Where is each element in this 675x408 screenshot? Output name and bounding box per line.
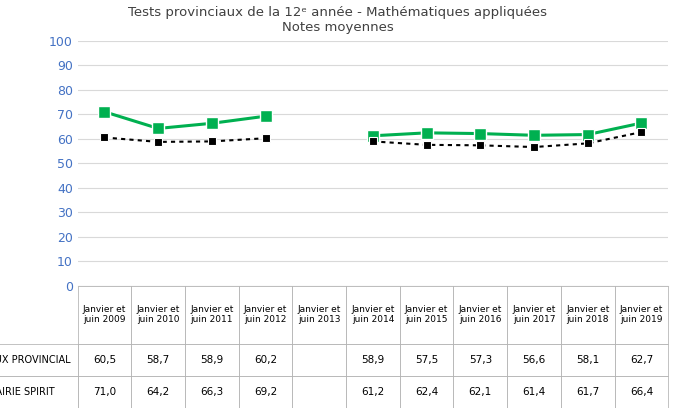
Text: Tests provinciaux de la 12ᵉ année - Mathématiques appliquées
Notes moyennes: Tests provinciaux de la 12ᵉ année - Math… — [128, 6, 547, 34]
